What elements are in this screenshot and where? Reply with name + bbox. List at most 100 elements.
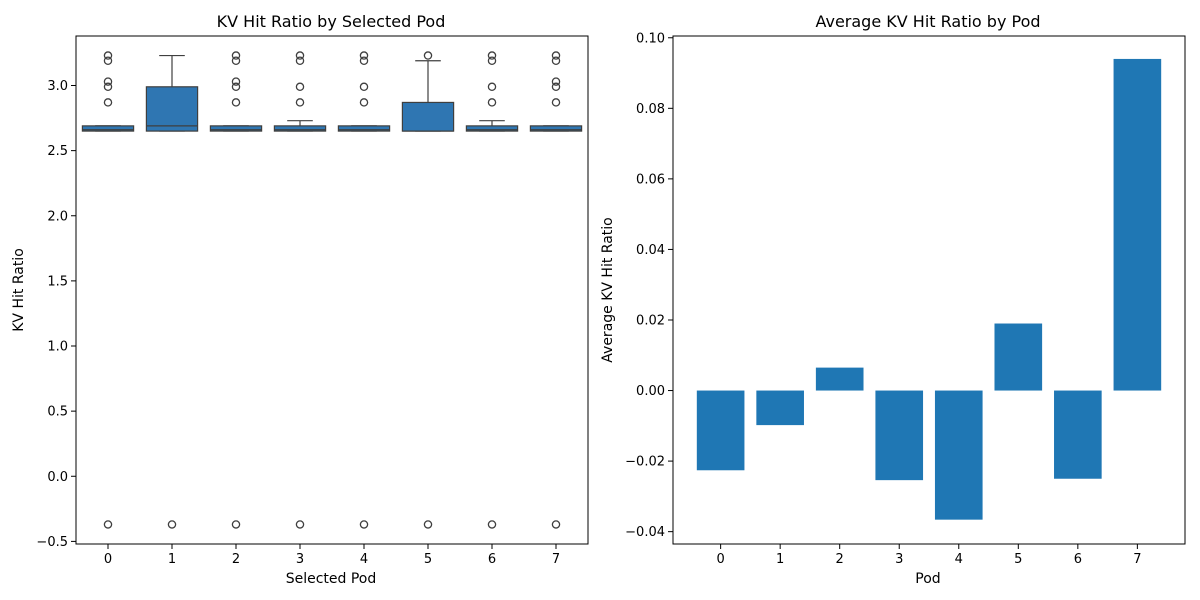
outlier-point [167,520,177,529]
bar-y-ticks: −0.04 −0.02 0.00 0.02 0.04 0.06 0.08 0.10 [625,31,673,540]
outlier-point [487,82,497,92]
outlier-point [295,56,305,65]
outlier-point [359,56,369,65]
outlier-point [423,51,433,60]
box-y-tick-label: 0.5 [47,405,68,420]
bar-x-ticks: 0 1 2 3 4 5 6 7 [716,544,1142,567]
outlier-point [103,520,113,529]
bar-x-tick-label: 6 [1074,552,1082,567]
box-y-tick-label: 3.0 [47,79,68,94]
iqr-box [273,125,327,132]
iqr-box [81,125,135,132]
box-marks [81,51,583,529]
bar-x-tick-label: 1 [776,552,784,567]
box-y-tick-label: −0.5 [36,535,68,550]
bar-y-tick-label: 0.06 [636,172,665,187]
box-x-tick-label: 1 [168,552,176,567]
box-y-tick-label: 1.5 [47,274,68,289]
box-axes-frame [75,35,589,545]
outlier-point [231,77,241,86]
outlier-point [295,82,305,92]
bar-y-tick-label: 0.10 [636,31,665,46]
outlier-point [231,56,241,65]
bar-pod-3 [875,390,924,481]
bar-y-tick-label: −0.02 [625,455,665,470]
box-pod-0 [81,51,135,529]
box-y-axis-label: KV Hit Ratio [11,248,27,332]
outlier-point [551,51,561,60]
bar-y-tick-label: 0.04 [636,243,665,258]
outlier-point [295,520,305,529]
box-x-tick-label: 4 [360,552,368,567]
box-pod-6 [465,51,519,529]
outlier-point [487,56,497,65]
box-chart-title: KV Hit Ratio by Selected Pod [217,12,446,31]
bar-x-axis-label: Pod [915,571,940,587]
bar-pod-7 [1113,58,1162,391]
bar-x-tick-label: 0 [716,552,724,567]
outlier-point [103,56,113,65]
bar-y-tick-label: 0.02 [636,313,665,328]
box-pod-7 [529,51,583,529]
outlier-point [359,98,369,107]
iqr-box [465,125,519,132]
outlier-point [103,98,113,107]
outlier-point [295,98,305,107]
outlier-point [487,51,497,60]
outlier-point [551,77,561,86]
iqr-box [401,101,455,132]
box-y-tick-label: 2.5 [47,144,68,159]
bar-y-tick-label: −0.04 [625,525,665,540]
box-pod-4 [337,51,391,529]
outlier-point [487,98,497,107]
bar-y-tick-label: 0.08 [636,102,665,117]
box-x-tick-label: 6 [488,552,496,567]
iqr-box [529,125,583,132]
bar-y-axis-label: Average KV Hit Ratio [600,217,616,362]
bar-pod-2 [815,367,864,391]
box-x-axis-label: Selected Pod [286,571,377,587]
outlier-point [231,82,241,92]
box-pod-5 [401,51,455,529]
bar-pod-5 [994,323,1043,391]
bar-x-tick-label: 7 [1133,552,1141,567]
bar-pod-0 [696,390,745,471]
bar-pod-4 [934,390,983,520]
outlier-point [551,82,561,92]
outlier-point [103,51,113,60]
bar-x-tick-label: 4 [955,552,963,567]
box-x-tick-label: 5 [424,552,432,567]
box-x-tick-label: 7 [552,552,560,567]
outlier-point [103,82,113,92]
bar-y-tick-label: 0.00 [636,384,665,399]
box-x-tick-label: 3 [296,552,304,567]
outlier-point [487,520,497,529]
outlier-point [231,98,241,107]
bar-axes-frame [672,35,1186,545]
outlier-point [231,51,241,60]
box-x-ticks: 0 1 2 3 4 5 6 7 [104,544,560,567]
box-y-tick-label: 0.0 [47,470,68,485]
outlier-point [551,56,561,65]
outlier-point [359,51,369,60]
bar-x-tick-label: 5 [1014,552,1022,567]
outlier-point [551,520,561,529]
iqr-box [209,125,263,132]
iqr-box [337,125,391,132]
iqr-box [145,86,199,132]
bar-pod-1 [756,390,804,426]
box-y-tick-label: 2.0 [47,209,68,224]
outlier-point [551,98,561,107]
bar-x-tick-label: 3 [895,552,903,567]
outlier-point [359,520,369,529]
outlier-point [231,520,241,529]
bar-chart-panel: Average KV Hit Ratio by Pod −0.04 −0.02 0.… [600,12,1186,587]
box-x-tick-label: 2 [232,552,240,567]
outlier-point [103,77,113,86]
box-y-tick-label: 1.0 [47,340,68,355]
box-pod-3 [273,51,327,529]
box-pod-1 [145,54,199,529]
box-y-ticks: −0.5 0.0 0.5 1.0 1.5 2.0 2.5 3.0 [36,79,76,550]
box-pod-2 [209,51,263,529]
